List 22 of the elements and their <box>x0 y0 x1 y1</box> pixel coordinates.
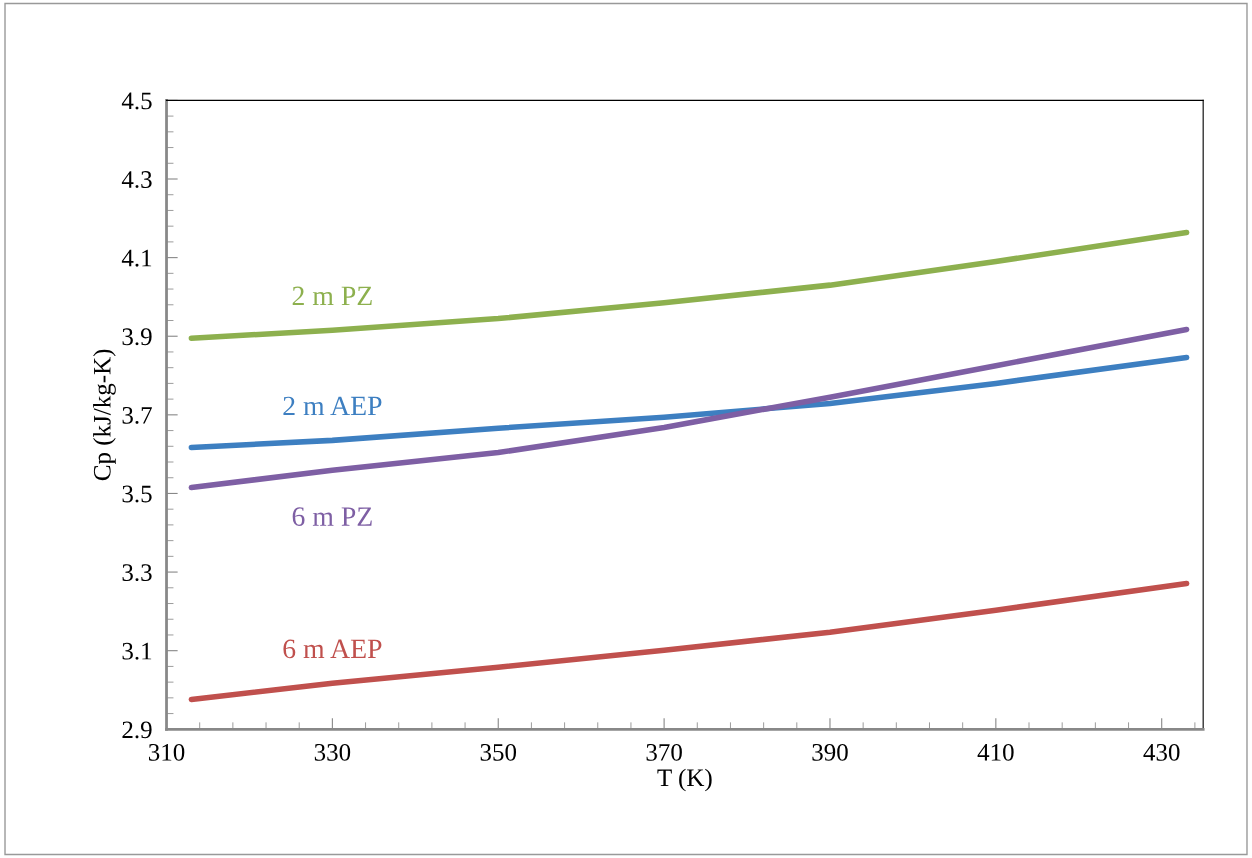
y-tick-label: 3.9 <box>122 328 152 346</box>
y-tick-label: 4.5 <box>121 92 152 110</box>
y-tick-label: 3.7 <box>122 406 152 424</box>
y-tick-label: 3.5 <box>122 485 152 503</box>
y-tick-label: 3.1 <box>122 642 152 660</box>
x-tick-label: 330 <box>314 743 351 761</box>
x-tick-label: 350 <box>480 743 517 761</box>
x-tick-label: 310 <box>148 743 185 761</box>
y-tick-label: 4.3 <box>121 171 152 189</box>
x-tick-label: 390 <box>812 743 848 761</box>
y-axis-title: Cp (kJ/kg-K) <box>93 349 116 481</box>
x-axis-title: T (K) <box>657 768 712 792</box>
x-tick-label: 410 <box>977 743 1014 761</box>
x-tick-label: 430 <box>1143 743 1180 761</box>
series-label: 6 m AEP <box>283 639 382 659</box>
series-label: 2 m PZ <box>292 286 372 305</box>
x-tick-label: 370 <box>646 743 682 761</box>
y-tick-label: 3.3 <box>122 564 152 582</box>
y-tick-label: 2.9 <box>122 721 152 739</box>
series-label: 2 m AEP <box>283 396 382 416</box>
y-tick-label: 4.1 <box>121 249 152 267</box>
series-label: 6 m PZ <box>292 507 372 526</box>
